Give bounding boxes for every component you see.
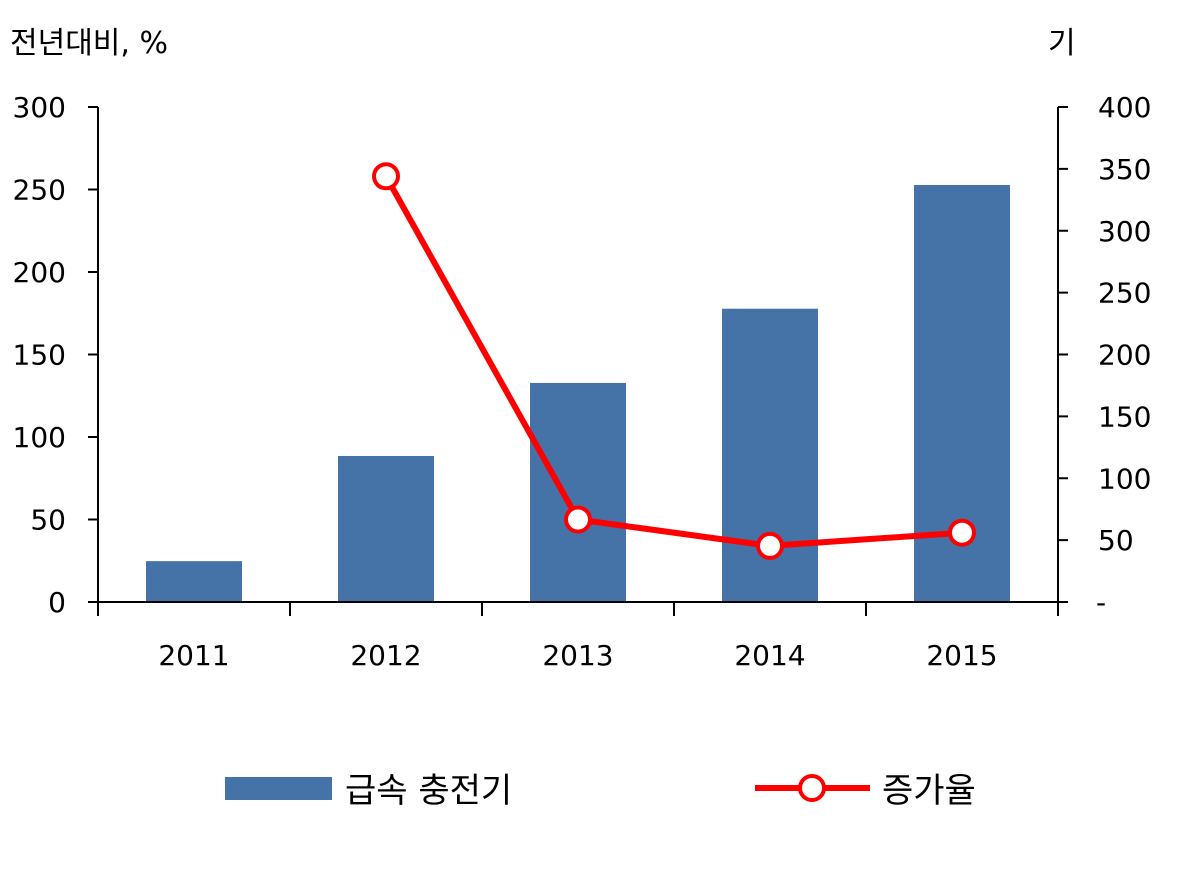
right-axis-title: 기 xyxy=(1048,26,1076,61)
growth-point-2015 xyxy=(948,518,976,547)
bar-2011 xyxy=(146,561,242,602)
left-tick-label: 250 xyxy=(13,174,66,207)
bar-2012 xyxy=(338,455,434,602)
growth-point-2013 xyxy=(564,505,592,534)
growth-point-2014 xyxy=(756,531,784,560)
line-series xyxy=(372,162,976,560)
x-tick-label: 2012 xyxy=(350,639,421,672)
left-tick-label: 200 xyxy=(13,256,66,289)
growth-point-2012 xyxy=(372,162,400,191)
left-axis-ticks: 0 50 100 150 200 250 300 xyxy=(13,91,98,619)
left-axis-title: 전년대비, % xyxy=(10,26,168,61)
x-tick-label: 2011 xyxy=(158,639,229,672)
right-tick-label: - xyxy=(1096,586,1106,619)
bar-2013 xyxy=(530,382,626,602)
right-tick-label: 400 xyxy=(1098,91,1151,124)
right-tick-label: 250 xyxy=(1098,277,1151,310)
legend-line-marker xyxy=(798,774,826,802)
legend-bar-swatch xyxy=(225,777,332,800)
legend-line-label: 증가율 xyxy=(882,771,976,811)
legend-bar-label: 급속 충전기 xyxy=(345,771,512,811)
left-tick-label: 50 xyxy=(30,504,66,537)
x-axis-ticks: 2011 2012 2013 2014 2015 xyxy=(97,602,1059,672)
right-axis-label: 기 xyxy=(1048,26,1076,61)
right-tick-label: 350 xyxy=(1098,153,1151,186)
right-axis-ticks: - 50 100 150 200 250 300 350 400 xyxy=(1058,91,1151,619)
legend: 급속 충전기 증가율 xyxy=(225,771,976,811)
left-tick-label: 150 xyxy=(13,339,66,372)
left-tick-label: 100 xyxy=(13,421,66,454)
x-tick-label: 2013 xyxy=(542,639,613,672)
right-tick-label: 100 xyxy=(1098,462,1151,495)
x-tick-label: 2014 xyxy=(734,639,805,672)
right-tick-label: 50 xyxy=(1098,524,1134,557)
left-tick-label: 0 xyxy=(48,586,66,619)
x-tick-label: 2015 xyxy=(926,639,997,672)
right-tick-label: 300 xyxy=(1098,215,1151,248)
axes xyxy=(97,107,1059,603)
left-axis-label: 전년대비, % xyxy=(10,26,168,61)
right-tick-label: 200 xyxy=(1098,339,1151,372)
growth-line xyxy=(383,174,963,549)
left-tick-label: 300 xyxy=(13,91,66,124)
right-tick-label: 150 xyxy=(1098,400,1151,433)
